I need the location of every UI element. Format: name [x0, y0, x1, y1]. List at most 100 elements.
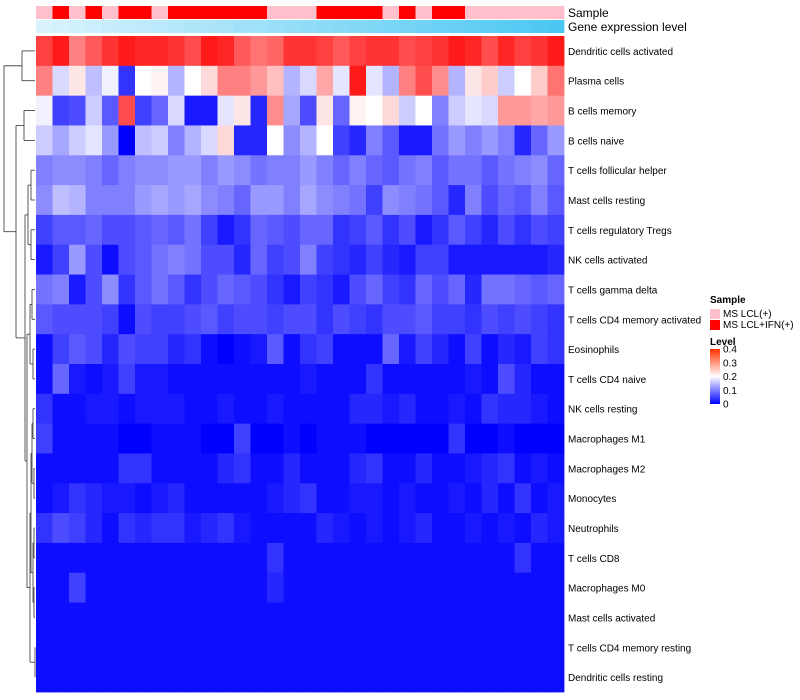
heatmap-cell [267, 65, 284, 97]
heatmap-cell [300, 513, 317, 544]
heatmap-cell [366, 214, 383, 246]
heatmap-cell [283, 155, 301, 186]
heatmap-cell [184, 214, 202, 246]
heatmap-cell [36, 334, 53, 365]
heatmap-cell [382, 65, 400, 97]
heatmap-cell [201, 274, 218, 305]
heatmap-cell [36, 572, 53, 603]
sample-annotation-cell [432, 6, 449, 19]
heatmap-cell [498, 155, 515, 186]
heatmap-cell [366, 95, 383, 126]
heatmap-cell [333, 513, 350, 544]
heatmap-cell [217, 244, 235, 275]
heatmap-cell [300, 214, 317, 246]
heatmap-cell [448, 364, 466, 395]
row-label: T cells follicular helper [568, 166, 667, 177]
heatmap-cell [366, 393, 383, 425]
heatmap-cell [102, 513, 119, 544]
heatmap-cell [85, 423, 103, 454]
heatmap-cell [85, 185, 103, 216]
row-label: Eosinophils [568, 345, 619, 356]
heatmap-cell [52, 572, 70, 603]
heatmap-cell [135, 513, 152, 544]
heatmap-cell [481, 334, 499, 365]
heatmap-cell [432, 632, 449, 663]
heatmap-cell [415, 95, 433, 126]
heatmap-cell [250, 483, 268, 514]
heatmap-cell [465, 185, 482, 216]
heatmap-cell [102, 453, 119, 484]
heatmap-cell [168, 185, 185, 216]
heatmap-cell [184, 393, 202, 425]
heatmap-cell [85, 334, 103, 365]
heatmap-cell [531, 393, 548, 425]
heatmap-cell [547, 125, 565, 156]
heatmap-cell [300, 95, 317, 126]
heatmap-cell [168, 453, 185, 484]
heatmap-cell [531, 65, 548, 97]
heatmap-cell [415, 602, 433, 633]
heatmap-cell [168, 513, 185, 544]
heatmap-cell [366, 513, 383, 544]
heatmap-cell [85, 155, 103, 186]
heatmap-cell [349, 304, 367, 335]
heatmap-cell [448, 483, 466, 514]
sample-annotation-cell [465, 6, 482, 19]
heatmap-cell [333, 274, 350, 305]
heatmap-cell [514, 364, 532, 395]
expression-annotation-cell [52, 20, 70, 33]
heatmap-cell [547, 572, 565, 603]
heatmap-cell [382, 393, 400, 425]
heatmap-cell [201, 423, 218, 454]
heatmap-cell [399, 364, 416, 395]
heatmap-cell [118, 155, 136, 186]
heatmap-cell [366, 364, 383, 395]
heatmap-cell [151, 95, 169, 126]
heatmap-cell [102, 125, 119, 156]
heatmap-cell [547, 393, 565, 425]
heatmap-cell [102, 36, 119, 67]
heatmap-cell [514, 542, 532, 574]
heatmap-cell [465, 334, 482, 365]
heatmap-cell [366, 334, 383, 365]
row-label: T cells CD8 [568, 554, 620, 565]
heatmap-cell [118, 572, 136, 603]
heatmap-cell [36, 36, 53, 67]
heatmap-cell [184, 483, 202, 514]
heatmap-cell [300, 393, 317, 425]
heatmap-cell [151, 513, 169, 544]
heatmap-cell [151, 542, 169, 574]
heatmap-cell [85, 125, 103, 156]
row-label: T cells CD4 naive [568, 375, 647, 386]
heatmap-cell [333, 542, 350, 574]
heatmap-cell [481, 513, 499, 544]
heatmap-cell [102, 393, 119, 425]
heatmap-cell [151, 364, 169, 395]
heatmap-cell [52, 632, 70, 663]
heatmap-cell [151, 125, 169, 156]
heatmap-cell [267, 214, 284, 246]
sample-annotation-cell [366, 6, 383, 19]
sample-annotation-cell [151, 6, 169, 19]
sample-annotation-cell [316, 6, 334, 19]
heatmap-cell [333, 632, 350, 663]
heatmap-cell [399, 632, 416, 663]
heatmap-cell [481, 185, 499, 216]
heatmap-cell [531, 542, 548, 574]
heatmap-cell [184, 513, 202, 544]
heatmap-cell [69, 65, 86, 97]
heatmap-cell [135, 244, 152, 275]
heatmap-cell [415, 632, 433, 663]
heatmap-cell [69, 95, 86, 126]
heatmap-cell [498, 125, 515, 156]
heatmap-cell [531, 244, 548, 275]
heatmap-cell [432, 483, 449, 514]
heatmap-cell [498, 36, 515, 67]
heatmap-cell [547, 602, 565, 633]
heatmap-cell [382, 244, 400, 275]
expression-annotation-cell [316, 20, 334, 33]
expression-annotation-cell [184, 20, 202, 33]
legend-sample-title: Sample [710, 295, 746, 306]
heatmap-cell [432, 513, 449, 544]
heatmap-cell [184, 423, 202, 454]
